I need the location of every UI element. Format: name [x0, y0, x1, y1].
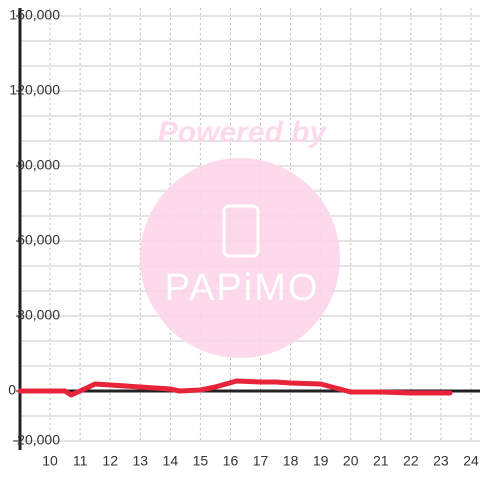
y-tick-label: -20,000	[13, 432, 61, 448]
x-tick-label: 10	[42, 453, 58, 469]
x-tick-label: 20	[343, 453, 359, 469]
x-tick-label: 21	[373, 453, 389, 469]
watermark: Powered by PAPiMO	[140, 116, 340, 358]
y-tick-label: 150,000	[9, 7, 60, 23]
x-tick-label: 22	[403, 453, 419, 469]
x-tick-label: 13	[132, 453, 148, 469]
x-tick-label: 15	[193, 453, 209, 469]
watermark-logo: PAPiMO	[165, 267, 320, 309]
x-tick-label: 23	[433, 453, 449, 469]
x-tick-label: 24	[463, 453, 479, 469]
y-tick-label: 90,000	[17, 157, 60, 173]
x-tick-label: 18	[283, 453, 299, 469]
watermark-circle	[140, 158, 340, 358]
x-tick-label: 16	[223, 453, 239, 469]
x-tick-label: 17	[253, 453, 269, 469]
plot: 150,000 120,000 90,000 60,000 30,000 0 -20,000…	[8, 7, 480, 469]
y-tick-label: 120,000	[9, 82, 60, 98]
y-tick-label: 0	[8, 382, 16, 398]
watermark-text: Powered by	[158, 116, 328, 149]
data-line	[17, 378, 453, 398]
watermark-icon	[222, 204, 260, 258]
y-tick-label: 30,000	[17, 307, 60, 323]
x-tick-label: 14	[163, 453, 179, 469]
x-tick-label: 11	[73, 453, 88, 469]
x-tick-label: 19	[313, 453, 329, 469]
x-tick-label: 12	[102, 453, 118, 469]
y-tick-label: 60,000	[17, 232, 60, 248]
